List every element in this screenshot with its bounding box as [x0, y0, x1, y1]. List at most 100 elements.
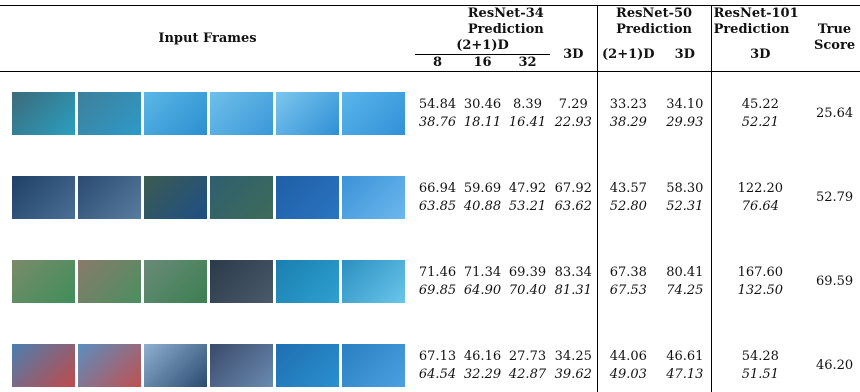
prediction: 67.92 [554, 180, 592, 196]
header-text: 3D [750, 46, 771, 62]
frame-thumbnail [276, 344, 339, 387]
prediction-cell: 80.41 74.25 [659, 240, 711, 324]
prediction: 83.34 [554, 264, 592, 280]
frames-cell [0, 324, 415, 392]
prediction-cell: 71.46 69.85 [415, 240, 460, 324]
table-row: 71.46 69.85 71.34 64.90 69.39 70.40 83.34 81.31… [0, 239, 860, 324]
prediction-cell: 67.92 63.62 [550, 156, 597, 240]
prediction: 33.23 [609, 96, 647, 112]
prediction-italic: 63.62 [554, 198, 592, 214]
prediction: 7.29 [558, 96, 588, 112]
header-cell: 3D [550, 38, 598, 72]
header-cell: True Score [809, 5, 860, 72]
header-text: 16 [473, 55, 492, 70]
prediction: 30.46 [463, 96, 502, 112]
prediction-cell: 34.25 39.62 [550, 324, 597, 392]
prediction-italic: 67.53 [609, 282, 647, 298]
prediction-italic: 51.51 [741, 366, 779, 382]
prediction-cell: 54.28 51.51 [710, 323, 810, 392]
header-cell: 16 [460, 54, 505, 72]
prediction-italic: 52.21 [741, 114, 779, 130]
prediction-italic: 40.88 [463, 198, 502, 214]
prediction-cell: 7.29 22.93 [550, 72, 597, 156]
frame-thumbnail [78, 176, 141, 219]
prediction: 167.60 [737, 264, 784, 280]
prediction-cell: 67.13 64.54 [415, 324, 460, 392]
frame-thumbnail [342, 260, 405, 303]
prediction: 54.28 [741, 348, 779, 364]
header-cell: ResNet-101 Prediction [710, 5, 810, 38]
prediction: 67.13 [418, 348, 457, 364]
true-score: 25.64 [815, 106, 854, 122]
header-text: 3D [563, 46, 584, 62]
prediction: 47.92 [508, 180, 547, 196]
header-text: Prediction [713, 22, 790, 37]
prediction-cell: 167.60 132.50 [710, 239, 810, 324]
prediction-cell: 46.16 32.29 [460, 324, 505, 392]
prediction: 34.10 [666, 96, 704, 112]
frames-cell [0, 240, 415, 324]
frames [0, 176, 415, 219]
frame-thumbnail [78, 260, 141, 303]
prediction: 58.30 [666, 180, 704, 196]
frame-thumbnail [144, 260, 207, 303]
frame-thumbnail [342, 176, 405, 219]
true-score-cell: 52.79 [809, 156, 860, 240]
header-text: Input Frames [158, 30, 257, 46]
table-row: 54.84 38.76 30.46 18.11 8.39 16.41 7.29 22.93 33… [0, 71, 860, 156]
prediction-italic: 18.11 [463, 114, 502, 130]
true-score: 46.20 [815, 358, 854, 373]
prediction-italic: 38.29 [609, 114, 647, 130]
prediction-italic: 132.50 [737, 282, 784, 298]
prediction-cell: 67.38 67.53 [596, 239, 660, 324]
frames-cell [0, 156, 415, 240]
prediction-cell: 27.73 42.87 [505, 324, 550, 392]
frames [0, 92, 415, 136]
header-text: ResNet-101 [713, 6, 799, 21]
header-cell: (2+1)D [415, 38, 550, 55]
prediction: 80.41 [666, 264, 704, 280]
prediction-cell: 33.23 38.29 [596, 71, 660, 156]
true-score-cell: 46.20 [809, 324, 860, 392]
frame-thumbnail [210, 92, 273, 136]
prediction-cell: 71.34 64.90 [460, 240, 505, 324]
prediction: 59.69 [463, 180, 502, 196]
frame-thumbnail [276, 92, 339, 136]
prediction: 66.94 [418, 180, 457, 196]
header-text: (2+1)D [456, 38, 509, 53]
prediction: 34.25 [554, 348, 592, 364]
frame-thumbnail [342, 344, 405, 387]
prediction-cell: 66.94 63.85 [415, 156, 460, 240]
header-cell: ResNet-50 Prediction [596, 5, 712, 38]
true-score: 69.59 [815, 274, 854, 289]
prediction-cell: 54.84 38.76 [415, 72, 460, 156]
prediction-italic: 49.03 [609, 366, 647, 382]
prediction: 71.46 [418, 264, 457, 280]
header-text: ResNet-34 [467, 6, 544, 21]
prediction: 8.39 [513, 96, 542, 112]
table-header: Input Frames ResNet-34 Prediction ResNet-… [0, 5, 860, 72]
prediction-cell: 83.34 81.31 [550, 240, 597, 324]
prediction: 54.84 [418, 96, 457, 112]
table-row: 67.13 64.54 46.16 32.29 27.73 42.87 34.25 39.62… [0, 323, 860, 392]
header-cell: 32 [505, 54, 550, 72]
prediction-italic: 52.31 [666, 198, 704, 214]
header-text: (2+1)D [602, 46, 655, 62]
prediction-cell: 44.06 49.03 [596, 323, 660, 392]
prediction-italic: 38.76 [418, 114, 457, 130]
header-cell: Input Frames [0, 5, 415, 72]
header-cell: ResNet-34 Prediction [415, 5, 598, 38]
prediction: 43.57 [609, 180, 647, 196]
header-cell: 8 [415, 54, 460, 72]
prediction-italic: 16.41 [508, 114, 547, 130]
frame-thumbnail [12, 176, 75, 219]
prediction-italic: 22.93 [554, 114, 592, 130]
header-cell: 3D [710, 38, 810, 72]
header-text: 32 [518, 55, 537, 70]
prediction-italic: 70.40 [508, 282, 547, 298]
frame-thumbnail [210, 176, 273, 219]
frame-thumbnail [210, 344, 273, 387]
prediction-cell: 46.61 47.13 [659, 324, 711, 392]
frames [0, 260, 415, 303]
